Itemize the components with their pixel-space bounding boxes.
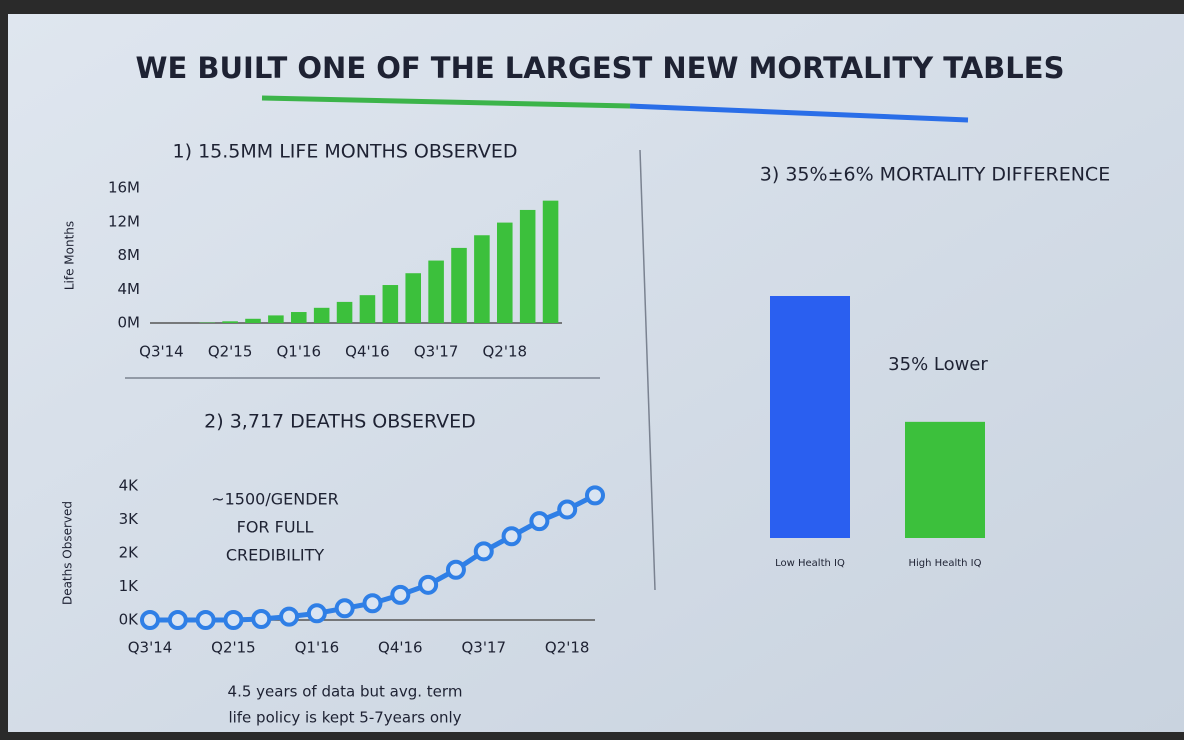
point — [448, 562, 464, 578]
bar — [474, 235, 490, 323]
point — [253, 611, 269, 627]
bar — [314, 308, 330, 323]
bar — [405, 273, 421, 323]
x-tick-label: Q1'16 — [276, 343, 321, 361]
point — [198, 612, 214, 628]
point — [337, 600, 353, 616]
point — [309, 605, 325, 621]
point — [559, 501, 575, 517]
point — [225, 612, 241, 628]
x-tick-label: Q2'18 — [482, 343, 527, 361]
bar — [428, 261, 444, 323]
bar — [451, 248, 467, 323]
x-tick-label: Low Health IQ — [775, 558, 845, 569]
y-tick-label: 3K — [119, 510, 140, 528]
y-tick-label: 0K — [119, 611, 140, 629]
annotation: ~1500/GENDER — [211, 490, 339, 509]
x-tick-label: Q3'14 — [139, 343, 184, 361]
bar — [337, 302, 353, 323]
annotation: CREDIBILITY — [226, 546, 325, 565]
bar — [770, 296, 850, 538]
x-tick-label: Q3'17 — [414, 343, 459, 361]
y-tick-label: 2K — [119, 544, 140, 562]
bar — [291, 312, 307, 323]
y-axis-label: Deaths Observed — [61, 501, 75, 605]
annotation: 35% Lower — [888, 354, 988, 375]
point — [281, 609, 297, 625]
point — [392, 587, 408, 603]
bar — [543, 201, 559, 323]
y-tick-label: 16M — [108, 179, 140, 197]
bar — [520, 210, 536, 323]
x-tick-label: Q4'16 — [345, 343, 390, 361]
chart-title: 2) 3,717 DEATHS OBSERVED — [204, 411, 476, 433]
point — [587, 487, 603, 503]
note: 4.5 years of data but avg. term — [228, 683, 463, 701]
x-tick-label: Q3'14 — [128, 639, 173, 657]
bar — [383, 285, 399, 323]
y-tick-label: 8M — [118, 246, 141, 264]
point — [142, 612, 158, 628]
y-tick-label: 0M — [118, 314, 141, 332]
y-axis-label: Life Months — [63, 221, 77, 290]
point — [170, 612, 186, 628]
bar — [245, 319, 261, 323]
x-tick-label: Q2'15 — [208, 343, 253, 361]
x-tick-label: Q4'16 — [378, 639, 423, 657]
y-tick-label: 12M — [108, 212, 140, 230]
annotation: FOR FULL — [237, 518, 314, 537]
point — [476, 543, 492, 559]
y-tick-label: 4M — [118, 280, 141, 298]
y-tick-label: 4K — [119, 477, 140, 495]
y-tick-label: 1K — [119, 577, 140, 595]
point — [531, 513, 547, 529]
x-tick-label: Q2'18 — [545, 639, 590, 657]
slide-title: WE BUILT ONE OF THE LARGEST NEW MORTALIT… — [136, 51, 1065, 85]
point — [420, 577, 436, 593]
point — [504, 528, 520, 544]
x-tick-label: Q2'15 — [211, 639, 256, 657]
bar — [268, 315, 284, 323]
x-tick-label: Q3'17 — [461, 639, 506, 657]
chart-title: 1) 15.5MM LIFE MONTHS OBSERVED — [173, 141, 518, 163]
bar — [360, 295, 376, 323]
chart-title: 3) 35%±6% MORTALITY DIFFERENCE — [760, 164, 1110, 186]
x-tick-label: Q1'16 — [295, 639, 340, 657]
note: life policy is kept 5-7years only — [228, 709, 461, 727]
bar — [497, 223, 513, 323]
slide: WE BUILT ONE OF THE LARGEST NEW MORTALIT… — [0, 0, 1184, 740]
bar — [222, 321, 238, 323]
point — [365, 595, 381, 611]
x-tick-label: High Health IQ — [909, 558, 982, 569]
bar — [905, 422, 985, 538]
